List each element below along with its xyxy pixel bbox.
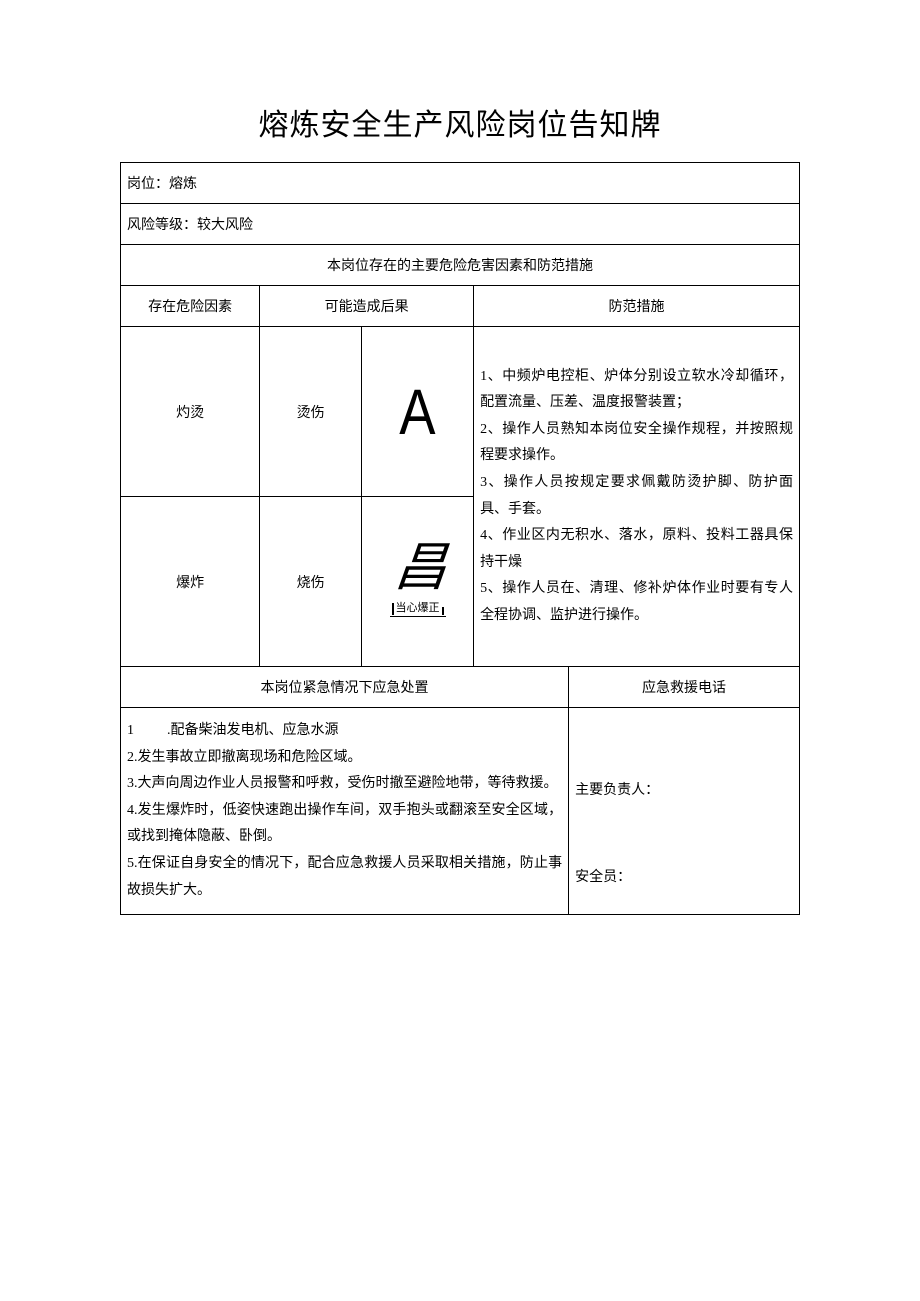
caption-bar-left-icon xyxy=(392,603,394,615)
hazard-row-scald: 灼烫 烫伤 A 1、中频炉电控柜、炉体分别设立软水冷却循环，配置流量、压差、温度… xyxy=(121,327,800,497)
phone-header: 应急救援电话 xyxy=(569,667,800,708)
measure-line-5: 5、操作人员在、清理、修补炉体作业时要有专人全程协调、监护进行操作。 xyxy=(480,576,793,629)
measures-cell: 1、中频炉电控柜、炉体分别设立软水冷却循环，配置流量、压差、温度报警装置； 2、… xyxy=(474,327,800,667)
emergency-line-1-text: .配备柴油发电机、应急水源 xyxy=(167,718,339,745)
col-measures: 防范措施 xyxy=(474,286,800,327)
measure-line-1: 1、中频炉电控柜、炉体分别设立软水冷却循环，配置流量、压差、温度报警装置； xyxy=(480,364,793,417)
document-title: 熔炼安全生产风险岗位告知牌 xyxy=(120,100,800,144)
contacts-cell: 主要负责人： 安全员： xyxy=(569,708,800,915)
factor-explosion: 爆炸 xyxy=(121,497,260,667)
emergency-content-row: 1 .配备柴油发电机、应急水源 2.发生事故立即撤离现场和危险区域。 3.大声向… xyxy=(121,708,800,915)
risk-level-cell: 风险等级：较大风险 xyxy=(121,204,800,245)
consequence-scald: 烫伤 xyxy=(260,327,362,497)
emergency-line-5: 5.在保证自身安全的情况下，配合应急救援人员采取相关措施，防止事故损失扩大。 xyxy=(127,851,562,904)
emergency-line-4: 4.发生爆炸时，低姿快速跑出操作车间，双手抱头或翻滚至安全区域，或找到掩体隐蔽、… xyxy=(127,798,562,851)
explosion-glyph-icon: 昌 xyxy=(392,546,443,593)
hazard-section-header: 本岗位存在的主要危险危害因素和防范措施 xyxy=(121,245,800,286)
contacts-spacer-mid xyxy=(575,805,793,865)
emergency-line-1: 1 .配备柴油发电机、应急水源 xyxy=(127,718,562,745)
measure-line-4: 4、作业区内无积水、落水，原料、投料工器具保持干燥 xyxy=(480,523,793,576)
col-consequence: 可能造成后果 xyxy=(260,286,474,327)
document-page: 熔炼安全生产风险岗位告知牌 岗位：熔炼 风险等级：较大风险 本岗位存在的主要危险… xyxy=(0,0,920,915)
warning-a-icon: A xyxy=(399,380,435,444)
emergency-line-2: 2.发生事故立即撤离现场和危险区域。 xyxy=(127,745,562,772)
risk-level-row: 风险等级：较大风险 xyxy=(121,204,800,245)
explosion-icon: 昌 当心爆正 xyxy=(366,546,469,617)
column-header-row: 存在危险因素 可能造成后果 防范措施 xyxy=(121,286,800,327)
contacts-spacer-top xyxy=(575,730,793,778)
measure-line-3: 3、操作人员按规定要求佩戴防烫护脚、防护面具、手套。 xyxy=(480,470,793,523)
contact-safety: 安全员： xyxy=(575,865,793,892)
col-factor: 存在危险因素 xyxy=(121,286,260,327)
explosion-caption: 当心爆正 xyxy=(390,599,446,617)
consequence-explosion: 烧伤 xyxy=(260,497,362,667)
position-cell: 岗位：熔炼 xyxy=(121,163,800,204)
emergency-header: 本岗位紧急情况下应急处置 xyxy=(121,667,569,708)
caption-bar-right-icon xyxy=(442,607,444,615)
emergency-header-row: 本岗位紧急情况下应急处置 应急救援电话 xyxy=(121,667,800,708)
measure-line-2: 2、操作人员熟知本岗位安全操作规程，并按照规程要求操作。 xyxy=(480,417,793,470)
factor-scald: 灼烫 xyxy=(121,327,260,497)
emergency-line-3: 3.大声向周边作业人员报警和呼救，受伤时撤至避险地带，等待救援。 xyxy=(127,771,562,798)
emergency-cell: 1 .配备柴油发电机、应急水源 2.发生事故立即撤离现场和危险区域。 3.大声向… xyxy=(121,708,569,915)
emergency-line-1-num: 1 xyxy=(127,718,167,745)
explosion-icon-cell: 昌 当心爆正 xyxy=(362,497,474,667)
scald-icon-cell: A xyxy=(362,327,474,497)
position-row: 岗位：熔炼 xyxy=(121,163,800,204)
main-table: 岗位：熔炼 风险等级：较大风险 本岗位存在的主要危险危害因素和防范措施 存在危险… xyxy=(120,162,800,915)
contact-leader: 主要负责人： xyxy=(575,778,793,805)
explosion-caption-text: 当心爆正 xyxy=(396,599,440,615)
hazard-section-row: 本岗位存在的主要危险危害因素和防范措施 xyxy=(121,245,800,286)
